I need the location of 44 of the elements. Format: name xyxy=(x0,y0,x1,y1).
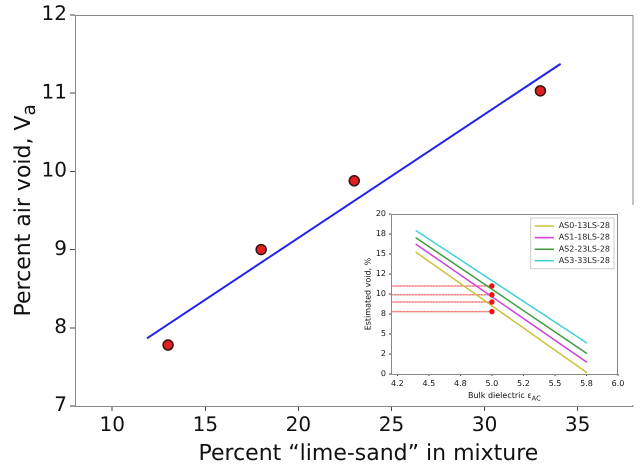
y-tick-label: 18 xyxy=(376,229,386,238)
x-tick-label: 4.8 xyxy=(454,378,467,388)
x-tick-label: 4.2 xyxy=(390,378,404,388)
x-tick-label: 20 xyxy=(286,412,312,436)
point xyxy=(162,339,174,351)
y-tick-label: 10 xyxy=(376,289,386,298)
x-tick-label: 5.0 xyxy=(486,378,498,388)
y-tick-label: 12 xyxy=(42,1,67,26)
point xyxy=(348,175,360,187)
y-tick-label: 11 xyxy=(42,79,67,104)
x-tick-label: 15 xyxy=(192,412,218,436)
y-tick-label: 8 xyxy=(380,309,386,318)
y-tick-label: 20 xyxy=(376,209,386,218)
legend-label: AS1-18LS-28 xyxy=(558,232,610,242)
point xyxy=(489,299,495,305)
y-tick-label: 10 xyxy=(42,158,67,182)
x-tick-label: 5.5 xyxy=(548,378,562,388)
y-tick-label: 5 xyxy=(380,329,386,338)
x-tick-label: 6.0 xyxy=(612,378,624,388)
y-tick-label: 0 xyxy=(380,369,386,378)
x-tick-label: 30 xyxy=(472,412,498,436)
y-tick-label: 2 xyxy=(380,349,386,358)
x-tick-label: 5.8 xyxy=(580,378,593,388)
x-tick-label: 4.5 xyxy=(422,378,436,388)
x-axis-title: Percent “lime-sand” in mixture xyxy=(198,441,538,466)
point xyxy=(489,308,495,314)
legend-label: AS0-13LS-28 xyxy=(558,221,610,230)
y-tick-label: 12 xyxy=(376,269,386,278)
point xyxy=(489,292,495,298)
x-tick-label: 35 xyxy=(564,412,590,436)
y-tick-label: 9 xyxy=(54,236,67,260)
x-tick-label: 10 xyxy=(100,412,125,436)
y-axis-title: Estimated void, % xyxy=(362,258,372,330)
x-tick-label: 5.2 xyxy=(517,378,530,388)
legend-label: AS3-33LS-28 xyxy=(558,256,610,265)
y-tick-label: 15 xyxy=(376,249,386,258)
x-tick-label: 25 xyxy=(378,412,404,436)
y-tick-label: 8 xyxy=(54,314,67,338)
x-axis-title: Bulk dielectric ε$_{AC}$ xyxy=(468,391,541,403)
y-tick-label: 7 xyxy=(54,392,67,416)
point xyxy=(489,283,495,289)
point xyxy=(255,244,267,256)
legend-label: AS2-23LS-28 xyxy=(558,244,610,254)
point xyxy=(534,85,546,97)
